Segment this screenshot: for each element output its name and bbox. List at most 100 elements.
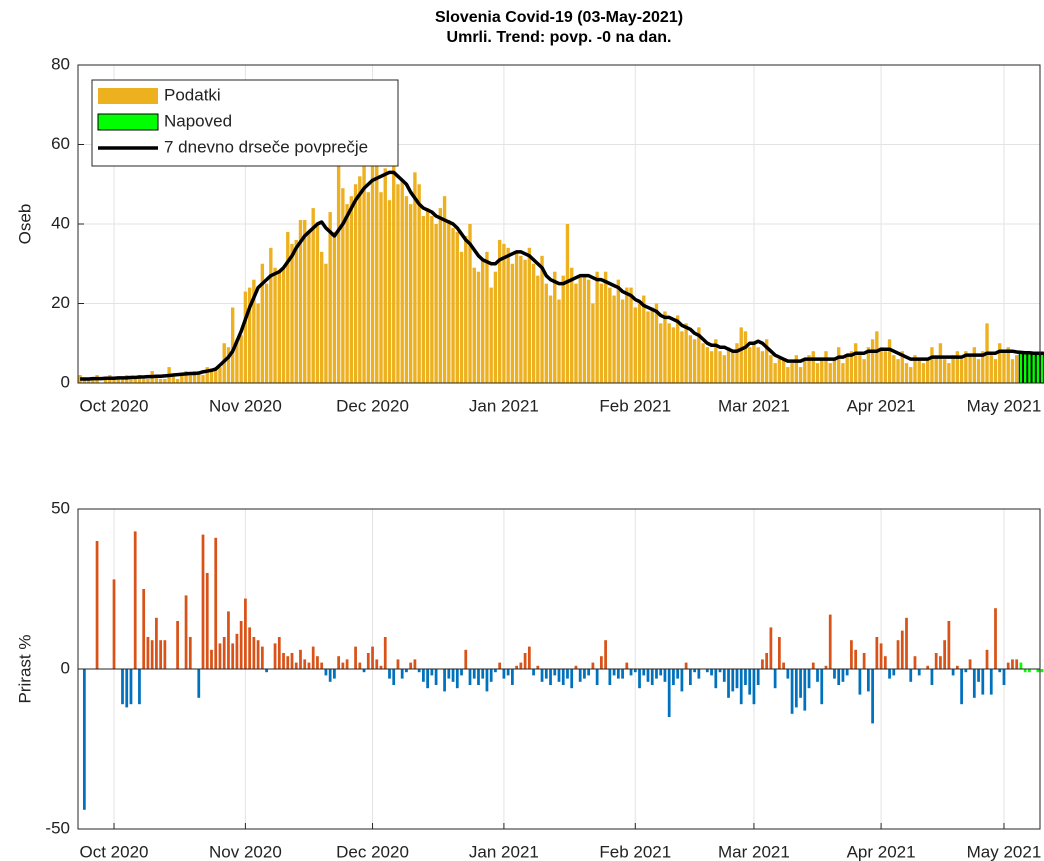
bar	[328, 212, 332, 383]
trend-line	[80, 170, 1044, 381]
bar	[676, 669, 680, 679]
bar	[290, 653, 294, 669]
bar	[998, 343, 1002, 383]
x-tick-label: Oct 2020	[80, 842, 149, 861]
bar	[735, 343, 739, 383]
bar	[523, 259, 527, 383]
bar	[684, 323, 688, 383]
bar	[566, 669, 569, 679]
bar	[184, 371, 188, 383]
bar	[951, 355, 955, 383]
bar	[502, 243, 506, 383]
bar	[349, 196, 354, 383]
bar	[981, 669, 985, 695]
bar	[824, 351, 828, 383]
bar	[663, 311, 667, 383]
bar	[595, 271, 599, 383]
bar	[544, 283, 548, 383]
bar	[939, 656, 942, 669]
bar	[1023, 669, 1027, 673]
bar	[981, 351, 985, 383]
bar	[442, 196, 447, 383]
bar	[112, 379, 116, 383]
bar	[620, 299, 625, 383]
bar	[603, 271, 608, 383]
bar	[727, 669, 730, 698]
bar	[993, 359, 998, 383]
bar	[960, 669, 963, 705]
axes-box	[77, 508, 1041, 830]
bar	[311, 208, 315, 383]
bar	[129, 379, 133, 383]
bar	[866, 669, 870, 692]
bar	[871, 669, 874, 724]
bar	[985, 649, 989, 669]
bar	[828, 363, 832, 383]
bar	[688, 335, 693, 383]
bar	[671, 327, 676, 383]
bar	[989, 669, 993, 695]
bar	[405, 669, 408, 673]
bar	[485, 669, 489, 692]
bar	[578, 669, 582, 682]
bar	[133, 531, 137, 669]
bar	[637, 303, 642, 383]
bar	[121, 669, 124, 705]
bar	[667, 669, 671, 717]
bar	[841, 669, 845, 682]
bar	[277, 271, 281, 383]
bar	[854, 649, 858, 669]
bar	[773, 363, 777, 383]
bar	[850, 640, 853, 669]
bar	[421, 216, 426, 383]
bar	[205, 367, 209, 383]
legend-label: Podatki	[164, 85, 221, 104]
y-axis-label: Prirast %	[15, 635, 34, 704]
bar	[95, 541, 99, 669]
bar	[663, 669, 667, 682]
bar	[214, 537, 218, 669]
bar	[294, 239, 298, 383]
bar	[286, 656, 290, 669]
bar	[989, 355, 993, 383]
bar	[659, 669, 663, 676]
bar	[175, 379, 180, 383]
bar	[506, 669, 510, 676]
bar	[531, 263, 536, 383]
bar	[171, 375, 176, 383]
bar	[697, 327, 701, 383]
bar	[799, 669, 802, 698]
bar	[926, 665, 930, 669]
y-tick-label: 0	[61, 372, 70, 391]
bar	[883, 351, 888, 383]
bar	[1036, 669, 1040, 673]
bar	[459, 251, 464, 383]
bar	[332, 231, 337, 383]
bar	[803, 669, 807, 711]
bar	[379, 192, 383, 383]
bar	[968, 659, 972, 669]
bar	[781, 359, 786, 383]
bar	[731, 351, 735, 383]
bar	[1006, 662, 1010, 669]
y-tick-label: 0	[61, 658, 70, 677]
bar	[875, 331, 879, 383]
bar	[765, 653, 769, 669]
bar	[976, 359, 981, 383]
bar	[964, 351, 968, 383]
bar	[769, 355, 773, 383]
bar	[926, 359, 930, 383]
bar	[977, 669, 980, 682]
bar	[222, 637, 226, 669]
bar	[726, 347, 731, 383]
bar	[815, 363, 820, 383]
bar	[934, 653, 938, 669]
bar	[353, 184, 358, 383]
bar	[548, 295, 553, 383]
bar	[972, 347, 977, 383]
bar	[303, 220, 307, 383]
bar	[358, 176, 362, 383]
bar	[718, 669, 722, 673]
bar	[917, 669, 921, 676]
bar	[239, 621, 243, 669]
